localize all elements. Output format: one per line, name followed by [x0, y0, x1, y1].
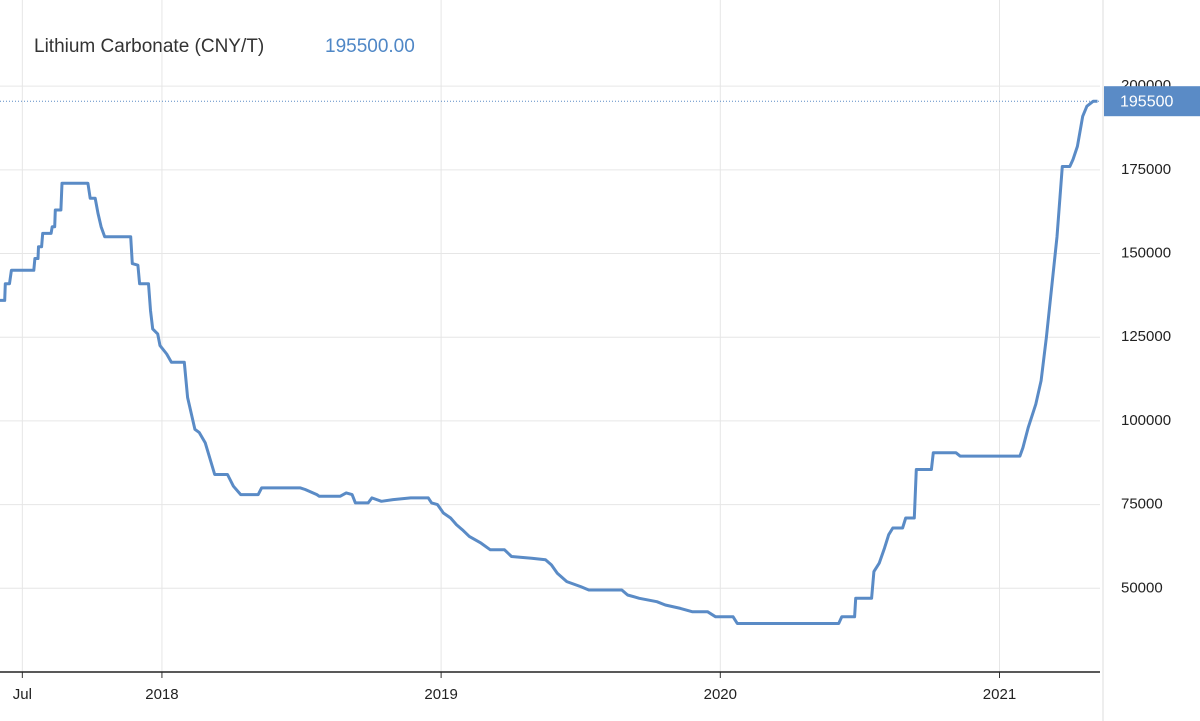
- x-tick-label: 2019: [424, 686, 457, 703]
- y-tick-label: 125000: [1121, 328, 1171, 345]
- last-value-label: 195500: [1120, 93, 1173, 110]
- price-line: [0, 99, 1098, 625]
- x-tick-label: 2018: [145, 686, 178, 703]
- y-tick-label: 175000: [1121, 161, 1171, 178]
- x-tick-label: 2020: [704, 686, 737, 703]
- x-tick-label: 2021: [983, 686, 1016, 703]
- y-tick-label: 150000: [1121, 244, 1171, 261]
- y-tick-label: 75000: [1121, 496, 1163, 513]
- chart-title: Lithium Carbonate (CNY/T): [34, 36, 264, 57]
- y-tick-label: 50000: [1121, 579, 1163, 596]
- y-tick-label: 100000: [1121, 412, 1171, 429]
- last-value-tag: [1104, 86, 1200, 117]
- x-tick-label: Jul: [13, 686, 32, 703]
- current-price: 195500.00: [325, 36, 415, 57]
